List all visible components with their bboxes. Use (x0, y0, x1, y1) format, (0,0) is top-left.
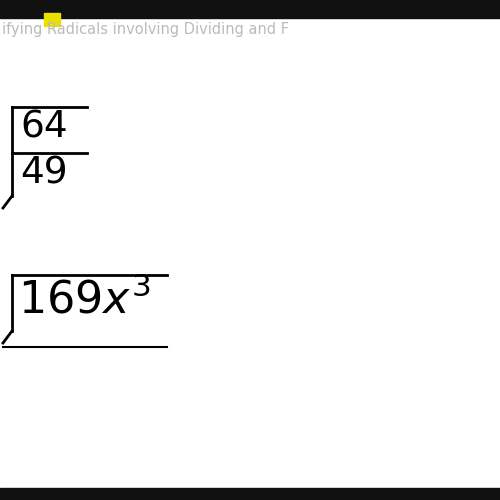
Bar (0, 0, 500, 18)
Text: a quotient in the radical, treat the nu: a quotient in the radical, treat the nu (2, 38, 382, 56)
Text: denominator as separate problem: denominator as separate problem (2, 56, 346, 74)
Text: 64: 64 (20, 110, 68, 146)
Text: $169x^3$: $169x^3$ (18, 278, 150, 322)
Text: ifying Radicals involving Dividing and F: ifying Radicals involving Dividing and F (2, 22, 289, 37)
Bar (44, 13, 60, 26)
Bar (0, 488, 500, 500)
Text: 49: 49 (20, 156, 68, 192)
